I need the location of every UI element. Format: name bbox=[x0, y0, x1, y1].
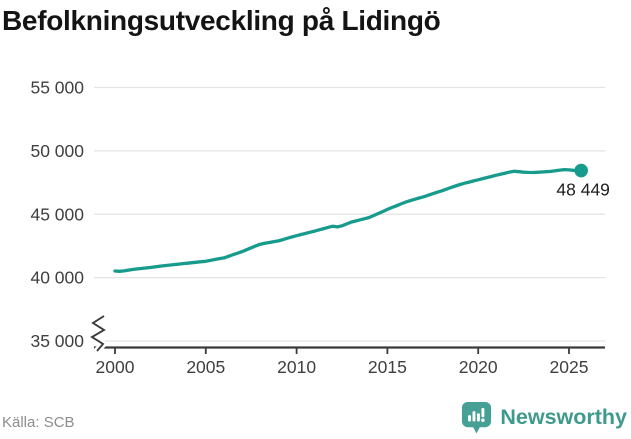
svg-text:2020: 2020 bbox=[459, 357, 498, 377]
svg-text:50 000: 50 000 bbox=[30, 141, 84, 161]
svg-text:2005: 2005 bbox=[186, 357, 225, 377]
chart-title: Befolkningsutveckling på Lidingö bbox=[2, 5, 441, 36]
svg-text:35 000: 35 000 bbox=[30, 331, 84, 351]
newsworthy-speech-bubble-bar-chart-icon bbox=[462, 401, 492, 434]
svg-text:2025: 2025 bbox=[550, 357, 589, 377]
svg-text:55 000: 55 000 bbox=[30, 78, 84, 98]
svg-text:45 000: 45 000 bbox=[30, 204, 84, 224]
newsworthy-logo-text: Newsworthy bbox=[500, 404, 627, 429]
svg-text:2010: 2010 bbox=[277, 357, 316, 377]
svg-text:2000: 2000 bbox=[96, 357, 135, 377]
svg-text:40 000: 40 000 bbox=[30, 268, 84, 288]
svg-text:2015: 2015 bbox=[368, 357, 407, 377]
newsworthy-logo: Newsworthy bbox=[460, 400, 627, 434]
chart-footer: Källa: SCB Newsworthy bbox=[0, 397, 631, 439]
source-text: Källa: SCB bbox=[2, 414, 75, 431]
population-line-chart: 35 000 40 000 45 000 50 000 55 000 2000 2005 20… bbox=[30, 78, 610, 378]
last-value-label: 48 449 bbox=[556, 180, 610, 200]
